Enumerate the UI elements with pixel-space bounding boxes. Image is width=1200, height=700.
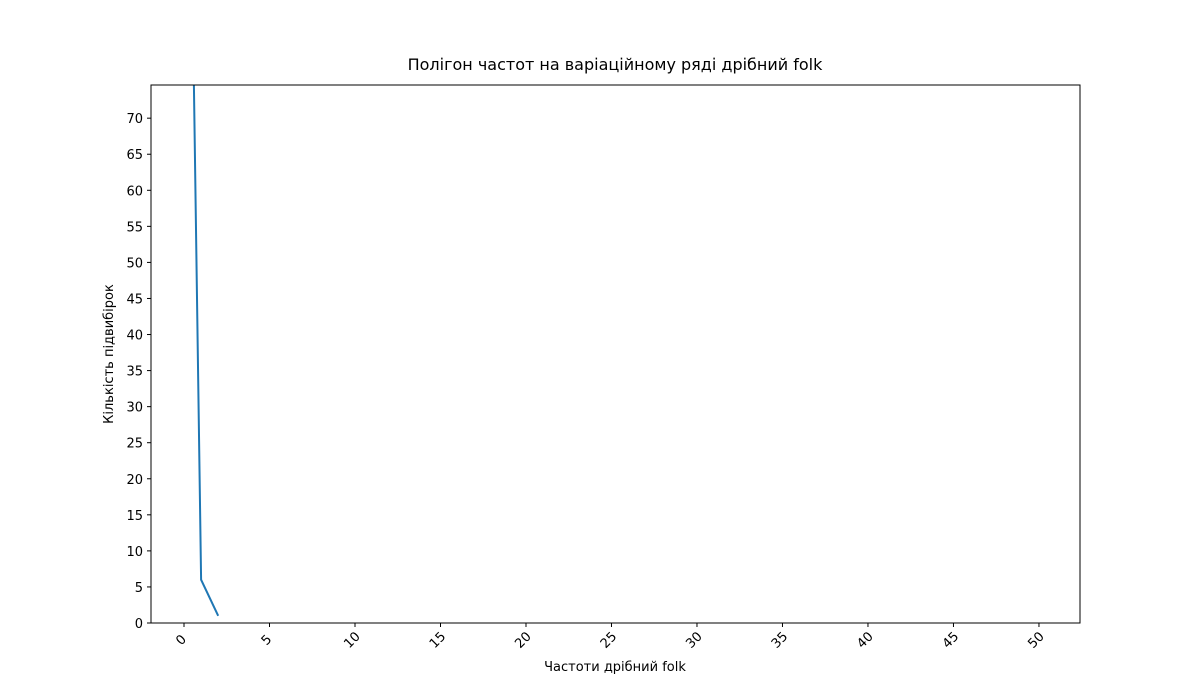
y-tick-label: 15 bbox=[126, 509, 143, 524]
y-tick-label: 65 bbox=[126, 148, 143, 163]
y-tick-label: 30 bbox=[126, 401, 143, 416]
y-tick-label: 40 bbox=[126, 329, 143, 344]
y-tick-label: 5 bbox=[135, 581, 143, 596]
chart-title: Полігон частот на варіаційному ряді дріб… bbox=[408, 55, 824, 74]
x-axis-label: Частоти дрібний folk bbox=[544, 660, 686, 675]
y-tick-label: 35 bbox=[126, 365, 143, 380]
y-tick-label: 20 bbox=[126, 473, 143, 488]
y-tick-label: 50 bbox=[126, 256, 143, 271]
y-tick-label: 10 bbox=[126, 545, 143, 560]
y-tick-label: 0 bbox=[135, 617, 143, 632]
line-series bbox=[192, 85, 220, 617]
y-tick-label: 45 bbox=[126, 292, 143, 307]
y-tick-label: 55 bbox=[126, 220, 143, 235]
y-tick-label: 25 bbox=[126, 437, 143, 452]
y-axis-label: Кількість підвибірок bbox=[102, 284, 117, 424]
plot-frame bbox=[150, 84, 1081, 624]
y-tick-label: 60 bbox=[126, 184, 143, 199]
y-tick-label: 70 bbox=[126, 112, 143, 127]
